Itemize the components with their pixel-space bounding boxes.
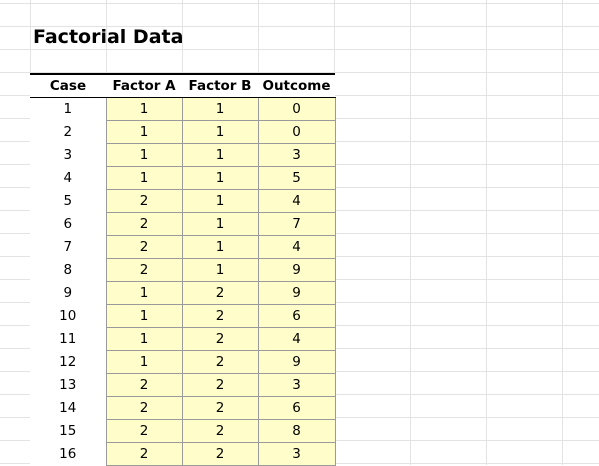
outcome-cell[interactable]: 6 [257, 304, 336, 328]
factor-b-cell[interactable]: 2 [181, 304, 259, 328]
factor-b-cell[interactable]: 1 [181, 97, 259, 121]
outcome-cell[interactable]: 6 [257, 396, 336, 420]
factor-b-cell[interactable]: 1 [181, 143, 259, 167]
factor-a-cell[interactable]: 1 [105, 350, 183, 374]
factor-a-cell[interactable]: 2 [105, 189, 183, 213]
case-cell[interactable]: 8 [30, 258, 106, 282]
case-cell[interactable]: 15 [30, 419, 106, 443]
factor-b-cell[interactable]: 2 [181, 396, 259, 420]
outcome-cell[interactable]: 0 [257, 120, 336, 144]
factor-a-cell[interactable]: 1 [105, 97, 183, 121]
factor-a-cell[interactable]: 1 [105, 281, 183, 305]
factor-b-cell[interactable]: 1 [181, 235, 259, 259]
case-cell[interactable]: 14 [30, 396, 106, 420]
outcome-cell[interactable]: 5 [257, 166, 336, 190]
case-cell[interactable]: 1 [30, 97, 106, 121]
outcome-cell[interactable]: 3 [257, 373, 336, 397]
factor-b-cell[interactable]: 2 [181, 442, 259, 466]
outcome-cell[interactable]: 8 [257, 419, 336, 443]
factor-b-cell[interactable]: 1 [181, 212, 259, 236]
factor-b-cell[interactable]: 1 [181, 258, 259, 282]
table-row: 11 1 2 4 [30, 327, 336, 351]
factor-a-cell[interactable]: 1 [105, 166, 183, 190]
factor-b-cell[interactable]: 1 [181, 120, 259, 144]
factor-b-cell[interactable]: 2 [181, 419, 259, 443]
outcome-cell[interactable]: 9 [257, 350, 336, 374]
header-case[interactable]: Case [30, 73, 106, 98]
header-row: Case Factor A Factor B Outcome [30, 73, 335, 98]
factor-b-cell[interactable]: 2 [181, 327, 259, 351]
factor-a-cell[interactable]: 1 [105, 304, 183, 328]
factor-a-cell[interactable]: 2 [105, 212, 183, 236]
case-cell[interactable]: 9 [30, 281, 106, 305]
table-row: 13 2 2 3 [30, 373, 336, 397]
sheet-title: Factorial Data [33, 26, 184, 48]
header-factor-a[interactable]: Factor A [106, 73, 182, 98]
factor-a-cell[interactable]: 1 [105, 143, 183, 167]
outcome-cell[interactable]: 4 [257, 235, 336, 259]
factor-b-cell[interactable]: 2 [181, 281, 259, 305]
factor-a-cell[interactable]: 1 [105, 120, 183, 144]
table-row: 10 1 2 6 [30, 304, 336, 328]
factor-a-cell[interactable]: 2 [105, 373, 183, 397]
header-outcome[interactable]: Outcome [258, 73, 335, 98]
factor-a-cell[interactable]: 2 [105, 258, 183, 282]
case-cell[interactable]: 16 [30, 442, 106, 466]
factor-b-cell[interactable]: 1 [181, 189, 259, 213]
table-row: 15 2 2 8 [30, 419, 336, 443]
factor-a-cell[interactable]: 2 [105, 396, 183, 420]
factor-b-cell[interactable]: 2 [181, 350, 259, 374]
case-cell[interactable]: 12 [30, 350, 106, 374]
factor-a-cell[interactable]: 2 [105, 235, 183, 259]
factor-a-cell[interactable]: 1 [105, 327, 183, 351]
outcome-cell[interactable]: 9 [257, 258, 336, 282]
table-row: 12 1 2 9 [30, 350, 336, 374]
factor-a-cell[interactable]: 2 [105, 442, 183, 466]
case-cell[interactable]: 13 [30, 373, 106, 397]
header-factor-b[interactable]: Factor B [182, 73, 258, 98]
case-cell[interactable]: 11 [30, 327, 106, 351]
table-row: 16 2 2 3 [30, 442, 336, 466]
case-cell[interactable]: 5 [30, 189, 106, 213]
table-row: 14 2 2 6 [30, 396, 336, 420]
outcome-cell[interactable]: 3 [257, 143, 336, 167]
case-cell[interactable]: 3 [30, 143, 106, 167]
case-cell[interactable]: 6 [30, 212, 106, 236]
outcome-cell[interactable]: 0 [257, 97, 336, 121]
factor-b-cell[interactable]: 1 [181, 166, 259, 190]
factor-b-cell[interactable]: 2 [181, 373, 259, 397]
factor-a-cell[interactable]: 2 [105, 419, 183, 443]
case-cell[interactable]: 10 [30, 304, 106, 328]
case-cell[interactable]: 7 [30, 235, 106, 259]
case-cell[interactable]: 4 [30, 166, 106, 190]
outcome-cell[interactable]: 4 [257, 189, 336, 213]
outcome-cell[interactable]: 9 [257, 281, 336, 305]
case-cell[interactable]: 2 [30, 120, 106, 144]
outcome-cell[interactable]: 7 [257, 212, 336, 236]
outcome-cell[interactable]: 3 [257, 442, 336, 466]
outcome-cell[interactable]: 4 [257, 327, 336, 351]
